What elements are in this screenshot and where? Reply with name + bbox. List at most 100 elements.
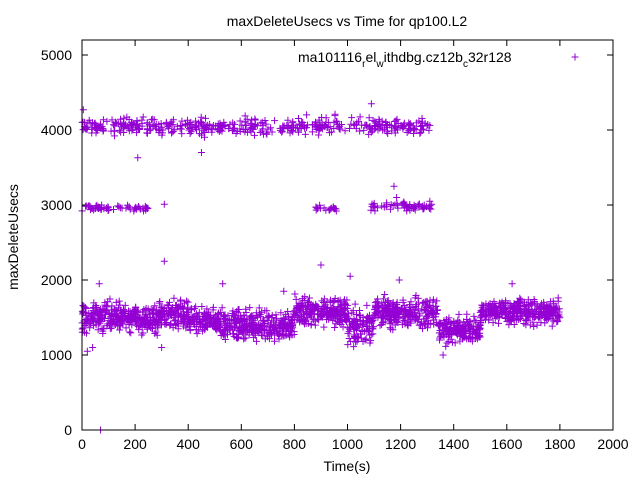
data-point — [304, 121, 312, 129]
data-point — [427, 205, 435, 213]
data-point — [470, 325, 478, 333]
data-point — [527, 301, 535, 309]
data-point — [175, 320, 183, 328]
data-point — [200, 310, 208, 318]
data-point — [291, 316, 299, 324]
data-point — [528, 312, 536, 320]
data-point — [369, 325, 377, 333]
data-point — [304, 314, 312, 322]
data-point — [423, 122, 431, 130]
data-point — [149, 318, 157, 326]
data-point — [155, 299, 163, 307]
data-point — [252, 311, 260, 319]
data-point — [84, 319, 92, 327]
data-point — [278, 128, 286, 136]
data-point — [267, 323, 275, 331]
data-point — [324, 310, 332, 318]
data-point — [356, 113, 364, 121]
data-point — [331, 110, 339, 118]
data-point — [498, 311, 506, 319]
data-point — [282, 310, 290, 318]
data-point — [164, 302, 172, 310]
data-point — [374, 313, 382, 321]
data-point — [239, 126, 247, 134]
data-point — [309, 315, 317, 323]
data-point — [234, 334, 242, 342]
data-point — [317, 308, 325, 316]
data-point — [341, 127, 349, 135]
data-point — [202, 323, 210, 331]
y-axis-label: maxDeleteUsecs — [5, 184, 21, 290]
data-point — [350, 335, 358, 343]
data-point — [211, 311, 219, 319]
data-point — [407, 304, 415, 312]
data-point — [248, 123, 256, 131]
data-point — [489, 319, 497, 327]
data-point — [154, 324, 162, 332]
data-point — [156, 126, 164, 134]
data-point — [174, 319, 182, 327]
data-point — [339, 323, 347, 331]
data-point — [270, 317, 278, 325]
data-point — [439, 331, 447, 339]
data-point — [393, 317, 401, 325]
data-point — [92, 302, 100, 310]
data-point — [186, 326, 194, 334]
data-point — [359, 337, 367, 345]
data-point — [99, 327, 107, 335]
data-point — [112, 298, 120, 306]
data-point — [130, 317, 138, 325]
data-point — [331, 307, 339, 315]
data-point — [191, 122, 199, 130]
data-point — [286, 320, 294, 328]
data-point — [318, 114, 326, 122]
data-point — [352, 333, 360, 341]
data-point — [150, 116, 158, 124]
data-point — [485, 316, 493, 324]
data-point — [339, 306, 347, 314]
data-point — [108, 324, 116, 332]
data-point — [229, 124, 237, 132]
data-point — [494, 307, 502, 315]
y-tick-label: 5000 — [41, 47, 72, 63]
data-point — [224, 331, 232, 339]
data-point — [442, 342, 450, 350]
data-point — [502, 297, 510, 305]
data-point — [286, 129, 294, 137]
data-point — [92, 202, 100, 210]
x-tick-label: 1200 — [385, 436, 416, 452]
data-point — [163, 301, 171, 309]
data-point — [258, 317, 266, 325]
data-point — [397, 121, 405, 129]
data-point — [127, 329, 135, 337]
data-point — [170, 294, 178, 302]
data-point — [305, 310, 313, 318]
data-point — [382, 305, 390, 313]
data-point — [399, 296, 407, 304]
data-point — [99, 125, 107, 133]
data-point — [271, 331, 279, 339]
data-point — [242, 305, 250, 313]
data-point — [120, 315, 128, 323]
y-tick-label: 4000 — [41, 122, 72, 138]
data-point — [277, 309, 285, 317]
data-point — [291, 290, 299, 298]
data-point — [153, 317, 161, 325]
data-point — [548, 322, 556, 330]
data-point — [229, 307, 237, 315]
data-point — [379, 295, 387, 303]
data-point — [119, 309, 127, 317]
data-point — [193, 330, 201, 338]
data-point — [219, 122, 227, 130]
data-point — [195, 308, 203, 316]
data-point — [374, 299, 382, 307]
data-point — [240, 323, 248, 331]
data-point — [97, 315, 105, 323]
data-point — [320, 323, 328, 331]
data-point — [275, 335, 283, 343]
data-point — [218, 304, 226, 312]
data-point — [119, 119, 127, 127]
data-point — [422, 314, 430, 322]
data-point — [294, 115, 302, 123]
data-point — [131, 123, 139, 131]
